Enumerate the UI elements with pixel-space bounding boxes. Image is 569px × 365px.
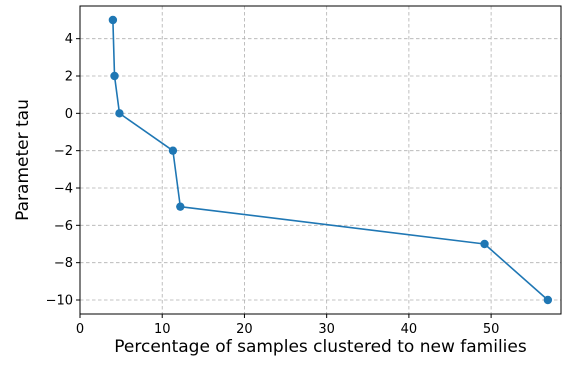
y-tick-label: 2 — [65, 70, 73, 85]
y-tick-label: 0 — [65, 107, 73, 122]
x-tick-label: 0 — [76, 322, 84, 337]
y-axis: 4 2 0 −2 −4 −6 −8 −10 — [46, 32, 80, 309]
data-point — [115, 109, 124, 118]
x-tick-label: 30 — [318, 322, 335, 337]
y-tick-label: −4 — [54, 182, 73, 197]
data-point — [108, 15, 118, 25]
x-tick-label: 50 — [483, 322, 500, 337]
x-tick-label: 10 — [154, 322, 171, 337]
y-tick-label: −10 — [46, 294, 73, 309]
data-point — [110, 71, 119, 81]
data-point — [176, 202, 185, 211]
x-tick-label: 20 — [236, 322, 253, 337]
series-line — [112, 19, 549, 301]
x-tick-label: 40 — [401, 322, 418, 337]
x-axis: 0 10 20 30 40 50 — [76, 314, 500, 337]
y-tick-label: −6 — [54, 219, 73, 234]
y-tick-label: 4 — [65, 32, 73, 47]
y-tick-label: −2 — [54, 144, 73, 159]
data-point — [168, 146, 178, 155]
x-axis-label: Percentage of samples clustered to new f… — [114, 337, 527, 357]
y-axis-label: Parameter tau — [13, 99, 33, 221]
plot-frame — [79, 5, 562, 315]
series-group — [108, 15, 553, 305]
y-tick-label: −8 — [54, 256, 73, 271]
data-point — [480, 239, 489, 249]
data-point — [543, 295, 553, 305]
grid-lines — [79, 6, 561, 314]
